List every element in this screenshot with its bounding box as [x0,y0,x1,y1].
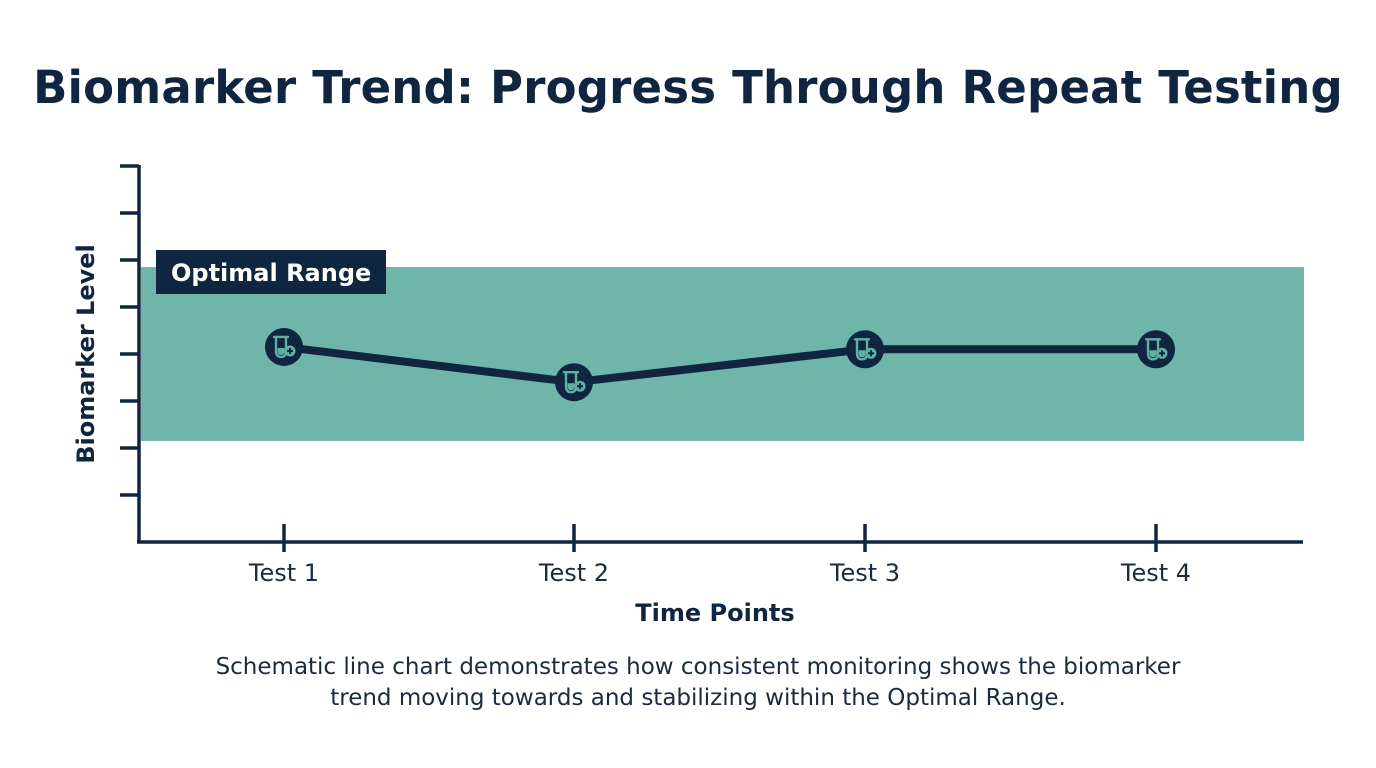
y-axis-title: Biomarker Level [72,244,100,464]
caption-line-1: Schematic line chart demonstrates how co… [215,654,1181,680]
chart-caption: Schematic line chart demonstrates how co… [188,652,1208,714]
series-line-group [280,342,1160,387]
chart-title: Biomarker Trend: Progress Through Repeat… [33,61,1343,114]
data-point-circle [846,330,884,369]
test-tube-plus-icon [272,335,296,359]
data-point-2 [555,363,593,402]
data-point-4 [1137,330,1175,369]
series-line [280,342,1160,387]
test-tube-plus-icon [1144,338,1168,361]
data-point-circle [265,327,303,366]
data-point-3 [846,330,884,369]
x-tick-label-1: Test 1 [248,559,319,587]
test-tube-plus-icon [853,338,877,361]
axes-group [120,164,1303,552]
x-axis-title: Time Points [635,599,794,627]
optimal-range-label: Optimal Range [171,259,371,287]
caption-line-2: trend moving towards and stabilizing wit… [330,685,1066,711]
labels-group: Optimal Range Test 1 Test 2 Test 3 Test 4 Tim… [72,244,1191,627]
test-tube-plus-icon [562,371,586,394]
x-tick-label-2: Test 2 [538,559,609,587]
x-tick-label-4: Test 4 [1120,559,1191,587]
data-points-group [265,327,1175,402]
data-point-circle [1137,330,1175,369]
data-point-1 [265,327,303,366]
data-point-circle [555,363,593,402]
x-tick-label-3: Test 3 [829,559,900,587]
optimal-range-label-box [156,250,386,294]
